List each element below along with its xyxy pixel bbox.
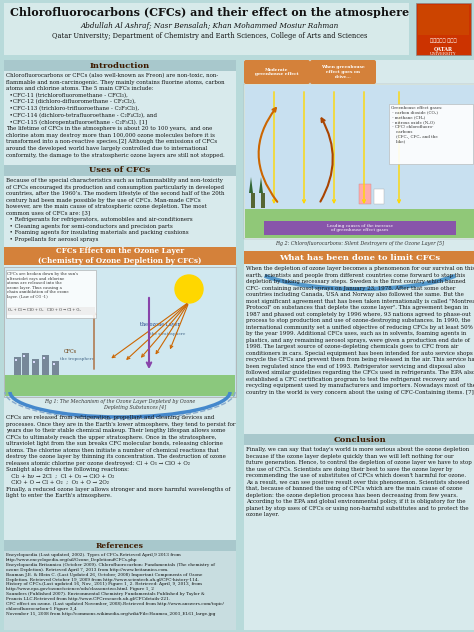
Text: When the depletion of ozone layer becomes a phenomenon for our survival on this
: When the depletion of ozone layer become… xyxy=(246,266,474,395)
Text: Abdullah Al Ashraf; Nasr Bensalah; Khan Mohammed Mosiur Rahman: Abdullah Al Ashraf; Nasr Bensalah; Khan … xyxy=(81,22,339,30)
FancyBboxPatch shape xyxy=(244,60,474,630)
Text: Chlorofluorocarbons (CFCs) and their effect on the atmosphere: Chlorofluorocarbons (CFCs) and their eff… xyxy=(10,7,410,18)
Text: Uses of CFCs: Uses of CFCs xyxy=(90,166,151,174)
Text: Fig 1: The Mechanism of the Ozone Layer Depleted by Ozone
                    De: Fig 1: The Mechanism of the Ozone Layer … xyxy=(45,399,196,410)
FancyBboxPatch shape xyxy=(4,540,236,551)
Text: QATAR: QATAR xyxy=(434,46,453,51)
Text: Leading causes of the increase
of greenhouse effect gases: Leading causes of the increase of greenh… xyxy=(327,224,393,232)
FancyBboxPatch shape xyxy=(42,355,49,375)
FancyBboxPatch shape xyxy=(23,355,25,357)
Polygon shape xyxy=(259,177,263,193)
Text: Moderate
greenhouse effect: Moderate greenhouse effect xyxy=(255,68,299,76)
FancyBboxPatch shape xyxy=(14,357,21,375)
Text: Chlorofluorocarbons or CFCs (also well-known as Freon) are non-toxic, non-
flamm: Chlorofluorocarbons or CFCs (also well-k… xyxy=(6,73,225,157)
FancyBboxPatch shape xyxy=(310,60,376,84)
FancyBboxPatch shape xyxy=(43,357,45,359)
Text: Introduction: Introduction xyxy=(90,61,150,70)
Text: CFCs are released from refrigeration, propellant and cleaning devices and
proces: CFCs are released from refrigeration, pr… xyxy=(6,415,236,498)
Text: CFCs: CFCs xyxy=(64,349,77,354)
FancyBboxPatch shape xyxy=(4,3,409,55)
FancyBboxPatch shape xyxy=(32,359,39,375)
FancyBboxPatch shape xyxy=(4,60,236,71)
Text: the ozone Layer: the ozone Layer xyxy=(140,322,180,327)
FancyBboxPatch shape xyxy=(251,193,255,208)
Text: the troposphere: the troposphere xyxy=(60,357,94,361)
FancyBboxPatch shape xyxy=(7,307,95,315)
Text: جامعة قطر: جامعة قطر xyxy=(430,38,456,43)
Text: CFCs Effect on the Ozone Layer
(Chemistry of Ozone Depletion by CFCs): CFCs Effect on the Ozone Layer (Chemistr… xyxy=(38,247,202,265)
Text: References: References xyxy=(96,542,144,549)
Text: UNIVERSITY: UNIVERSITY xyxy=(430,52,456,56)
Text: When greenhouse
effect goes on
drive...: When greenhouse effect goes on drive... xyxy=(321,65,365,78)
FancyBboxPatch shape xyxy=(416,3,471,55)
FancyBboxPatch shape xyxy=(4,165,236,176)
FancyBboxPatch shape xyxy=(245,209,474,238)
FancyBboxPatch shape xyxy=(4,247,236,265)
FancyBboxPatch shape xyxy=(244,84,474,239)
FancyBboxPatch shape xyxy=(245,85,474,238)
Text: Finally, we can say that today's world is more serious about the ozone depletion: Finally, we can say that today's world i… xyxy=(246,447,472,517)
FancyBboxPatch shape xyxy=(5,375,235,396)
FancyBboxPatch shape xyxy=(33,361,35,363)
FancyBboxPatch shape xyxy=(244,251,474,264)
FancyBboxPatch shape xyxy=(264,221,456,235)
Text: Greenhouse effect gases:
 - carbon dioxide (CO₂)
 - methane (CH₄)
 - nitrous oxi: Greenhouse effect gases: - carbon dioxid… xyxy=(391,106,443,143)
FancyBboxPatch shape xyxy=(5,268,235,396)
FancyBboxPatch shape xyxy=(359,184,371,204)
Text: CFCs are broken down by the sun's
ultraviolet rays and chlorine
atoms are releas: CFCs are broken down by the sun's ultrav… xyxy=(7,272,78,299)
FancyBboxPatch shape xyxy=(374,189,384,204)
FancyBboxPatch shape xyxy=(4,540,236,630)
FancyBboxPatch shape xyxy=(22,353,29,375)
FancyBboxPatch shape xyxy=(4,60,236,630)
Text: Qatar University; Department of Chemistry and Earth Sciences, College of Arts an: Qatar University; Department of Chemistr… xyxy=(52,32,368,40)
FancyBboxPatch shape xyxy=(244,60,310,84)
Text: Because of the special characteristics such as inflammability and non-toxicity
o: Because of the special characteristics s… xyxy=(6,178,225,241)
FancyBboxPatch shape xyxy=(244,434,474,445)
Text: Fig 2: Chlorofluorocarbons: Silent Destroyers of the Ozone Layer [5]: Fig 2: Chlorofluorocarbons: Silent Destr… xyxy=(275,241,445,246)
Circle shape xyxy=(175,275,203,303)
FancyBboxPatch shape xyxy=(53,363,55,365)
FancyBboxPatch shape xyxy=(52,361,59,375)
FancyBboxPatch shape xyxy=(6,270,96,318)
Polygon shape xyxy=(249,177,253,193)
Text: Conclusion: Conclusion xyxy=(334,435,386,444)
FancyBboxPatch shape xyxy=(0,0,474,58)
Text: Encyclopaedia (Last updated, 2002). Types of CFCs.Retrieved April,9 2013 from
ht: Encyclopaedia (Last updated, 2002). Type… xyxy=(6,553,224,616)
FancyBboxPatch shape xyxy=(389,104,473,164)
Text: O₃ + Cl → ClO + O₂   ClO + O → Cl + O₂: O₃ + Cl → ClO + O₂ ClO + O → Cl + O₂ xyxy=(8,308,81,312)
FancyBboxPatch shape xyxy=(418,5,469,35)
Text: the stratosphere: the stratosphere xyxy=(150,332,185,336)
FancyBboxPatch shape xyxy=(4,267,236,397)
FancyBboxPatch shape xyxy=(261,193,265,208)
Text: What has been done to limit CFCs: What has been done to limit CFCs xyxy=(280,253,440,262)
FancyBboxPatch shape xyxy=(15,359,17,361)
